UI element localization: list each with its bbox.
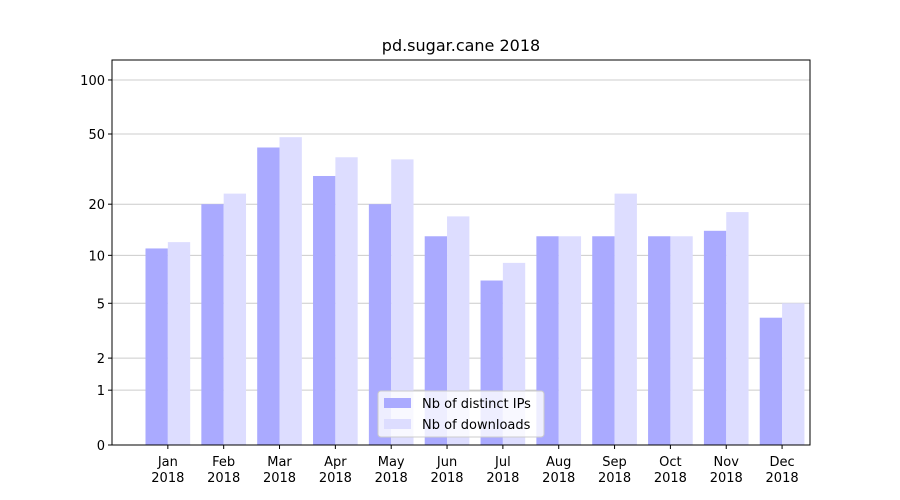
bar — [670, 236, 693, 445]
legend-box — [377, 390, 545, 438]
bar — [782, 303, 805, 445]
bar — [223, 193, 247, 445]
x-tick-label: Apr 2018 — [319, 455, 352, 486]
bar — [759, 317, 783, 445]
y-tick-label: 2 — [97, 352, 105, 367]
bar — [648, 236, 671, 445]
bar — [313, 175, 336, 445]
y-tick-label: 50 — [88, 128, 105, 143]
x-tick-label: Dec 2018 — [766, 455, 799, 486]
bar — [201, 204, 224, 445]
legend-swatch — [384, 419, 411, 429]
bar — [726, 212, 749, 445]
x-tick-label: Jun 2018 — [430, 455, 463, 486]
plot-frame — [111, 59, 811, 446]
bar — [257, 147, 280, 446]
bar — [335, 157, 358, 445]
legend-label: Nb of distinct IPs — [422, 397, 531, 412]
x-tick-label: Aug 2018 — [542, 455, 575, 486]
x-tick-label: Jul 2018 — [486, 455, 519, 486]
y-tick-label: 100 — [80, 74, 105, 89]
bar — [447, 216, 470, 445]
legend-swatch — [384, 398, 411, 408]
bar — [558, 236, 582, 445]
x-tick-label: Oct 2018 — [654, 455, 687, 486]
bar — [703, 230, 727, 445]
y-tick-label: 10 — [88, 249, 105, 264]
x-tick-label: Nov 2018 — [710, 455, 743, 486]
y-tick-label: 5 — [97, 297, 105, 312]
x-tick-label: May 2018 — [375, 455, 408, 486]
y-tick-label: 20 — [88, 198, 105, 213]
bar — [167, 242, 191, 445]
bar — [592, 236, 615, 445]
bar — [614, 193, 637, 445]
x-tick-label: Mar 2018 — [263, 455, 296, 486]
legend-label: Nb of downloads — [422, 418, 531, 433]
x-tick-label: Jan 2018 — [151, 455, 184, 486]
bar — [279, 137, 302, 445]
x-tick-label: Feb 2018 — [207, 455, 240, 486]
chart-title: pd.sugar.cane 2018 — [382, 36, 540, 55]
bar — [145, 248, 168, 445]
bar — [368, 204, 392, 445]
bar — [391, 159, 414, 445]
y-tick-label: 0 — [97, 439, 105, 454]
x-tick-label: Sep 2018 — [598, 455, 631, 486]
y-tick-label: 1 — [97, 384, 105, 399]
